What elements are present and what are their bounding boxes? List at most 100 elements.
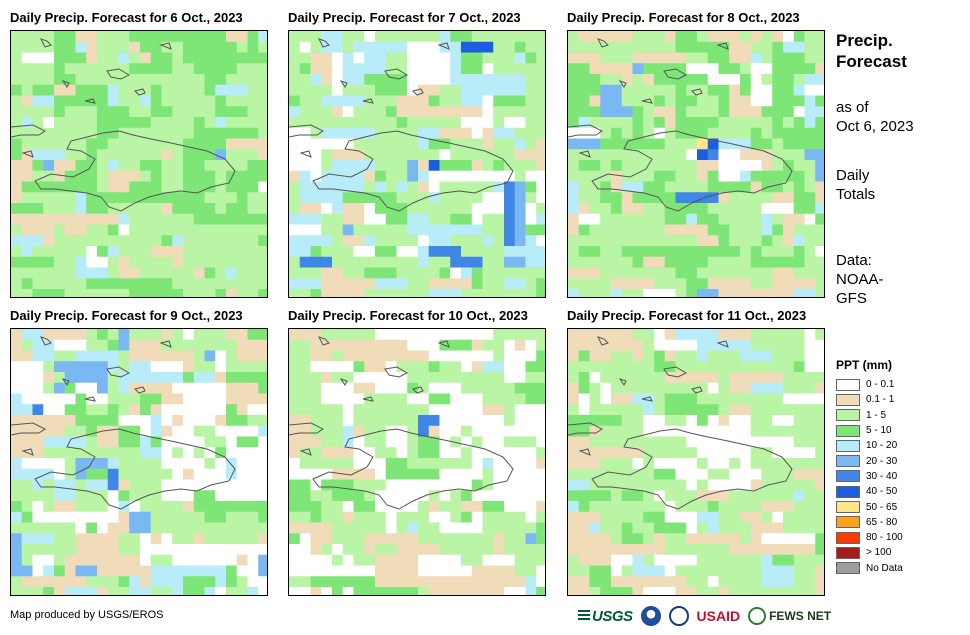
- precip-cell: [783, 576, 795, 588]
- precip-cell: [172, 565, 184, 577]
- precip-cell: [43, 393, 55, 405]
- precip-cell: [536, 350, 545, 362]
- precip-cell: [353, 329, 365, 341]
- precip-cell: [514, 31, 526, 43]
- precip-cell: [439, 63, 451, 75]
- legend-row: 1 - 5: [836, 408, 903, 423]
- precip-cell: [32, 127, 44, 139]
- precip-cell: [289, 192, 301, 204]
- precip-cell: [32, 522, 44, 534]
- precip-cell: [525, 382, 537, 394]
- precip-cell: [140, 522, 152, 534]
- precip-cell: [568, 382, 580, 394]
- precip-cell: [375, 84, 387, 96]
- precip-cell: [568, 138, 580, 150]
- precip-cell: [21, 425, 33, 437]
- precip-cell: [632, 74, 644, 86]
- precip-cell: [54, 522, 66, 534]
- precip-cell: [761, 350, 773, 362]
- precip-cell: [407, 350, 419, 362]
- precip-cell: [664, 31, 676, 43]
- precip-cell: [772, 224, 784, 236]
- precip-cell: [761, 587, 773, 595]
- precip-cell: [632, 117, 644, 129]
- precip-cell: [204, 361, 216, 373]
- precip-cell: [664, 382, 676, 394]
- precip-cell: [161, 479, 173, 491]
- precip-cell: [75, 425, 87, 437]
- precip-cell: [461, 63, 473, 75]
- precip-cell: [342, 544, 354, 556]
- precip-cell: [43, 361, 55, 373]
- precip-cell: [589, 436, 601, 448]
- precip-cell: [600, 127, 612, 139]
- precip-cell: [183, 565, 195, 577]
- precip-cell: [107, 587, 119, 595]
- precip-cell: [611, 350, 623, 362]
- precip-cell: [621, 41, 633, 53]
- precip-cell: [740, 436, 752, 448]
- precip-cell: [643, 372, 655, 384]
- precip-cell: [450, 511, 462, 523]
- precip-cell: [289, 31, 301, 43]
- precip-cell: [215, 235, 227, 247]
- precip-cell: [299, 329, 311, 341]
- precip-cell: [525, 533, 537, 545]
- precip-cell: [140, 372, 152, 384]
- precip-cell: [525, 160, 537, 172]
- precip-cell: [321, 63, 333, 75]
- precip-cell: [600, 74, 612, 86]
- precip-cell: [236, 565, 248, 577]
- precip-cell: [514, 436, 526, 448]
- precip-cell: [321, 127, 333, 139]
- daily-line2: Totals: [836, 186, 876, 203]
- precip-cell: [299, 404, 311, 416]
- precip-cell: [226, 213, 238, 225]
- panel-title-oct8: Daily Precip. Forecast for 8 Oct., 2023: [567, 10, 800, 25]
- precip-cell: [729, 458, 741, 470]
- precip-cell: [11, 41, 23, 53]
- precip-cell: [54, 544, 66, 556]
- precip-cell: [258, 447, 267, 459]
- precip-cell: [161, 170, 173, 182]
- precip-cell: [226, 501, 238, 513]
- precip-cell: [578, 84, 590, 96]
- precip-cell: [183, 149, 195, 161]
- precip-cell: [750, 203, 762, 215]
- precip-cell: [332, 447, 344, 459]
- precip-cell: [750, 533, 762, 545]
- precip-cell: [536, 382, 545, 394]
- precip-cell: [568, 289, 580, 297]
- precip-cell: [697, 149, 709, 161]
- precip-cell: [525, 41, 537, 53]
- precip-cell: [54, 256, 66, 268]
- precip-cell: [536, 565, 545, 577]
- precip-cell: [600, 235, 612, 247]
- precip-cell: [707, 149, 719, 161]
- precip-cell: [375, 404, 387, 416]
- precip-cell: [578, 361, 590, 373]
- precip-cell: [299, 501, 311, 513]
- precip-cell: [150, 511, 162, 523]
- precip-cell: [258, 41, 267, 53]
- precip-cell: [64, 587, 76, 595]
- precip-cell: [729, 393, 741, 405]
- precip-cell: [568, 149, 580, 161]
- precip-cell: [150, 490, 162, 502]
- precip-cell: [86, 361, 98, 373]
- precip-cell: [493, 361, 505, 373]
- precip-cell: [675, 138, 687, 150]
- precip-cell: [697, 576, 709, 588]
- precip-cell: [525, 289, 537, 297]
- precip-cell: [621, 63, 633, 75]
- legend-swatch: [836, 485, 860, 498]
- precip-cell: [150, 436, 162, 448]
- precip-cell: [118, 587, 130, 595]
- precip-cell: [385, 533, 397, 545]
- precip-cell: [504, 447, 516, 459]
- precip-cell: [204, 138, 216, 150]
- precip-cell: [772, 511, 784, 523]
- precip-cell: [310, 106, 322, 118]
- precip-cell: [150, 84, 162, 96]
- precip-cell: [86, 235, 98, 247]
